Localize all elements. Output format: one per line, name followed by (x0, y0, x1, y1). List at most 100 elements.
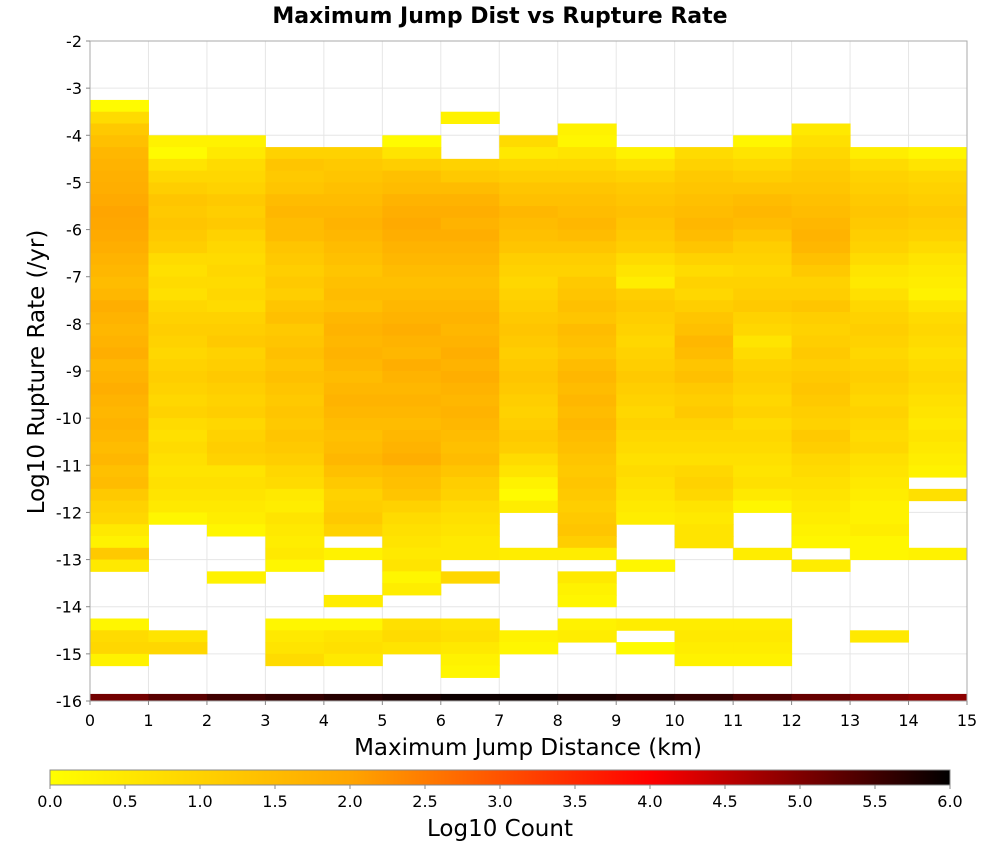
heatmap-cell (90, 465, 149, 478)
heatmap-cell (382, 158, 442, 172)
heatmap-cell (791, 347, 851, 360)
heatmap-cell (557, 630, 617, 643)
heatmap-cell (90, 264, 149, 278)
heatmap-cell (908, 194, 968, 207)
heatmap-cell (850, 477, 910, 490)
heatmap-cell (733, 158, 793, 172)
heatmap-cell-bottom (499, 693, 559, 701)
heatmap-cell (733, 653, 793, 667)
heatmap-cell (850, 371, 910, 384)
heatmap-cell (908, 547, 968, 561)
heatmap-cell (674, 229, 734, 242)
heatmap-cell (791, 229, 851, 242)
heatmap-cell (90, 229, 149, 242)
heatmap-cell (382, 323, 442, 337)
heatmap-cell (265, 253, 325, 266)
heatmap-cell (440, 229, 500, 242)
heatmap-cell (323, 276, 383, 289)
colorbar-tick-label: 2.0 (337, 792, 362, 811)
heatmap-cell (265, 512, 325, 525)
heatmap-cell (791, 158, 851, 172)
heatmap-cell (557, 158, 617, 172)
heatmap-cell (440, 665, 500, 678)
heatmap-cell (90, 288, 149, 301)
heatmap-cell (440, 241, 500, 254)
heatmap-cell (323, 359, 383, 372)
heatmap-cell (382, 264, 442, 278)
heatmap-cell (382, 500, 442, 513)
heatmap-cell (148, 453, 208, 466)
y-tick-label: -3 (66, 79, 82, 98)
heatmap-cell (206, 276, 266, 289)
heatmap-cell (557, 536, 617, 549)
heatmap-cell (148, 359, 208, 372)
heatmap-cell (90, 170, 149, 183)
heatmap-cell (791, 359, 851, 372)
heatmap-cell (616, 465, 676, 478)
heatmap-cell (499, 241, 559, 254)
heatmap-cell (733, 359, 793, 372)
heatmap-cell (382, 559, 442, 572)
heatmap-cell (323, 429, 383, 443)
heatmap-cell (206, 253, 266, 266)
heatmap-cell (791, 147, 851, 160)
heatmap-cell (850, 147, 910, 160)
heatmap-cell (265, 312, 325, 325)
colorbar-ticks: 0.0 0.5 1.0 1.5 2.0 2.5 3.0 3.5 4.0 4.5 5.0 5.5 6.0 (37, 785, 963, 811)
heatmap-cell (440, 276, 500, 289)
heatmap-cell (557, 323, 617, 337)
heatmap-cell (616, 288, 676, 301)
heatmap-cell (616, 300, 676, 313)
heatmap-cell (557, 512, 617, 525)
heatmap-cell (908, 158, 968, 172)
chart-title: Maximum Jump Dist vs Rupture Rate (272, 4, 727, 29)
heatmap-cell (90, 347, 149, 360)
colorbar-tick-label: 0.5 (112, 792, 137, 811)
heatmap-cell (382, 583, 442, 596)
heatmap-cell (499, 382, 559, 396)
heatmap-cell (557, 418, 617, 431)
heatmap-cell (440, 642, 500, 655)
heatmap-cell (733, 182, 793, 195)
heatmap-cell (557, 135, 617, 148)
heatmap-cell (440, 264, 500, 278)
heatmap-cell (382, 347, 442, 360)
heatmap-cell (557, 500, 617, 513)
heatmap-cell (90, 359, 149, 372)
heatmap-cell (616, 264, 676, 278)
heatmap-cell (440, 111, 500, 124)
heatmap-cell (733, 253, 793, 266)
heatmap-cell (733, 488, 793, 502)
heatmap-cell-bottom (440, 693, 500, 701)
heatmap-cell (733, 135, 793, 148)
heatmap-cell (148, 253, 208, 266)
heatmap-cell (90, 158, 149, 172)
heatmap-cell (90, 429, 149, 443)
heatmap-cell (850, 206, 910, 219)
heatmap-cell (323, 253, 383, 266)
heatmap-cell (90, 241, 149, 254)
heatmap-cell (265, 453, 325, 466)
heatmap-cell (90, 488, 149, 502)
heatmap-cell (850, 158, 910, 172)
heatmap-cell (323, 653, 383, 667)
y-tick-label: -7 (66, 268, 82, 287)
heatmap-cell (616, 642, 676, 655)
heatmap-cell (265, 618, 325, 631)
heatmap-cell (850, 547, 910, 561)
heatmap-cell (206, 323, 266, 337)
heatmap-cell (323, 453, 383, 466)
heatmap-cell (206, 512, 266, 525)
heatmap-cell (616, 253, 676, 266)
heatmap-cell (148, 441, 208, 454)
heatmap-cell (323, 547, 383, 561)
heatmap-cell (440, 630, 500, 643)
heatmap-cell (323, 300, 383, 313)
heatmap-cell (557, 371, 617, 384)
heatmap-cell (616, 312, 676, 325)
heatmap-cell (791, 536, 851, 549)
heatmap-cell (265, 547, 325, 561)
heatmap-cell (733, 194, 793, 207)
heatmap-cell (908, 371, 968, 384)
heatmap-cell (791, 323, 851, 337)
